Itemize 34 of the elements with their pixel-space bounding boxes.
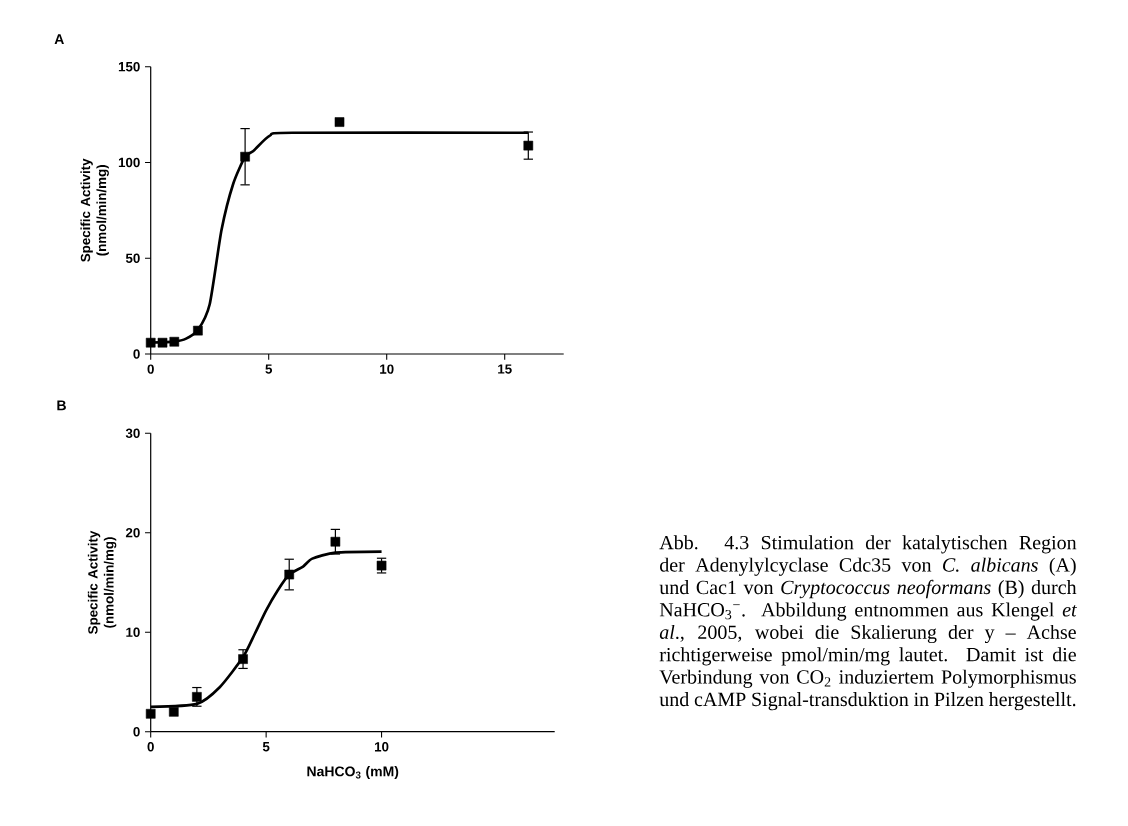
y-axis-title: Specific Activity (nmol/min/mg) [87, 530, 117, 634]
chart-title: B [57, 400, 66, 411]
x-tick-label: 0 [147, 742, 154, 752]
y-tick-label: 20 [125, 528, 140, 538]
y-tick-label: 100 [118, 157, 140, 168]
y-tick-label: 10 [126, 627, 140, 637]
x-tick-label: 10 [374, 742, 389, 752]
x-tick-label: 10 [380, 364, 394, 374]
point [157, 337, 168, 348]
point [240, 151, 250, 162]
x-axis-title: NaHCO$_{3}$ (mM) [307, 766, 399, 780]
x-tick-label: 0 [147, 364, 154, 374]
point [145, 337, 156, 348]
y-tick-label: 0 [133, 349, 140, 359]
y-tick-label: 150 [118, 61, 140, 72]
text: Abb. 4.3 Stimulation der katalytischen Region der Adenylylcyclase Cdc35 von C. albicans (A) und Cac1 von Cryptococcus neoformans (B) durch NaHCO$_{3}$$^{−}$. Abbildung entnommen aus Klengel et al., 2005, wobei die Skalierung der y – Achse richtigerweise pmol/min/mg lautet. Damit ist die Verbindung von CO$_{2}$ induziertem Polymorphismus und cAMP Signal-transduktion in Pilzen hergestellt. [659, 535, 1078, 711]
x-tick-label: 5 [265, 364, 273, 374]
point [145, 708, 156, 719]
point [284, 569, 295, 580]
point [330, 536, 341, 547]
point [193, 325, 203, 336]
y-tick-label: 30 [125, 428, 140, 439]
point [238, 654, 248, 664]
x-tick-label: 15 [498, 364, 512, 374]
point [169, 336, 180, 347]
point [192, 692, 202, 702]
point [523, 140, 534, 151]
y-tick-label: 50 [125, 253, 140, 263]
chart-title: A [54, 34, 64, 44]
x-tick-label: 5 [262, 742, 270, 752]
y-axis-title: Specific Activity (nmol/min/mg) [80, 158, 109, 262]
point [168, 707, 179, 717]
point [334, 117, 345, 127]
y-tick-label: 0 [133, 726, 140, 737]
